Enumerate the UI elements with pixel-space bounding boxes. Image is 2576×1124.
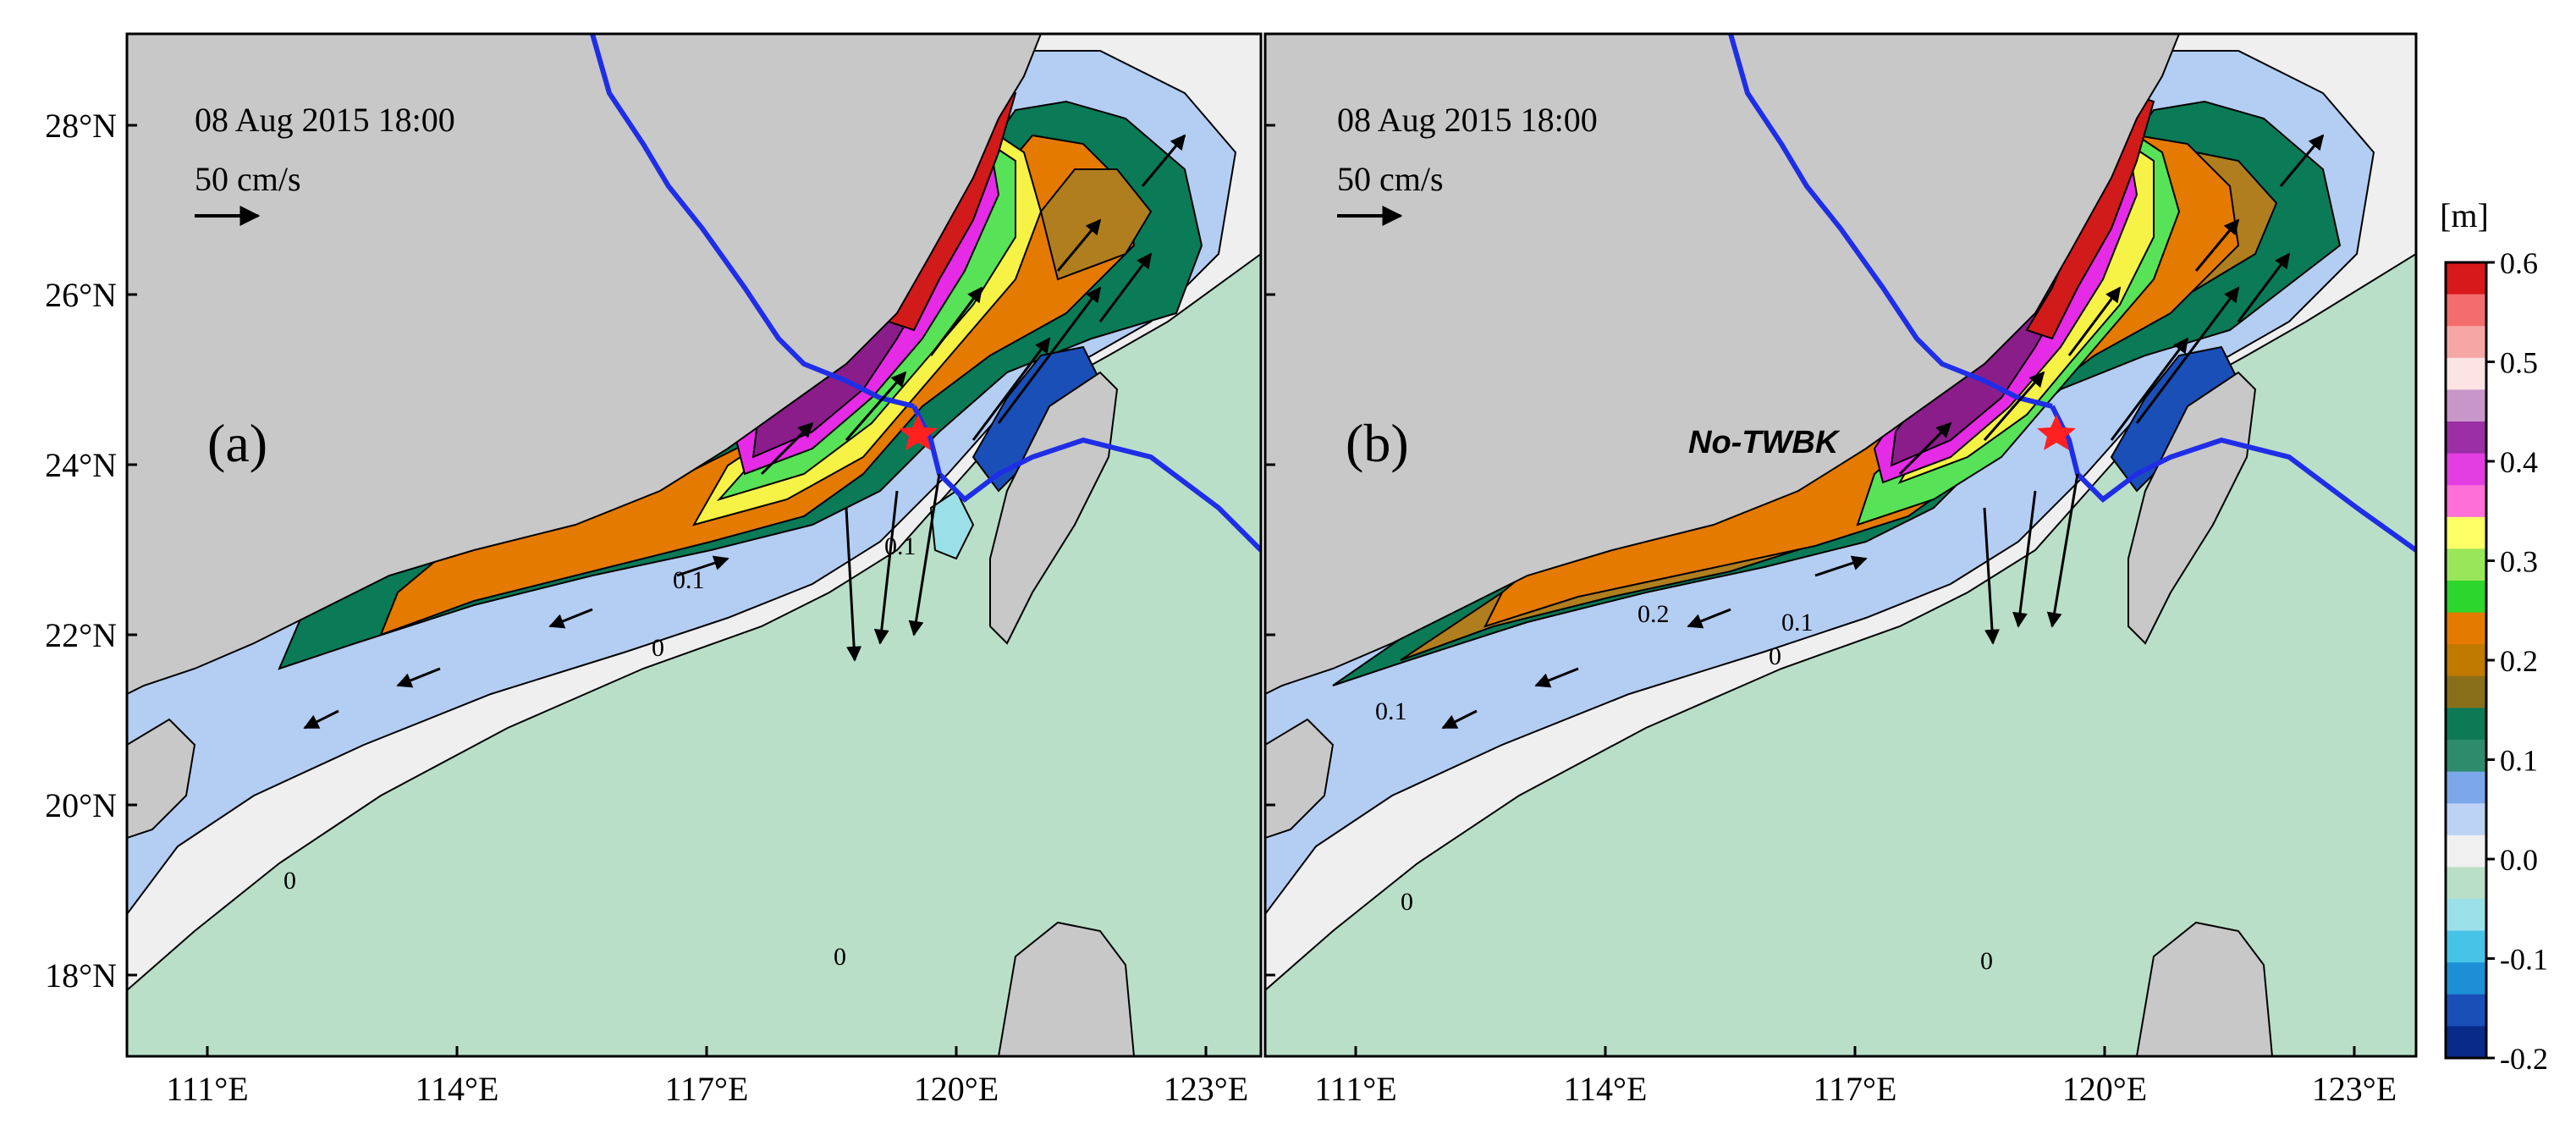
y-tick-label: 20°N bbox=[45, 786, 117, 824]
colorbar-segment bbox=[2446, 675, 2486, 708]
colorbar-segment bbox=[2446, 994, 2486, 1027]
luzon-land bbox=[2135, 921, 2274, 1056]
y-tick-label: 26°N bbox=[45, 276, 117, 314]
contour-label: 0 bbox=[1980, 947, 1993, 975]
colorbar-segment bbox=[2446, 548, 2486, 581]
contour-label: 0.1 bbox=[884, 532, 916, 560]
panel-a-scale-label: 50 cm/s bbox=[195, 160, 301, 198]
colorbar-tick-label: 0.0 bbox=[2500, 843, 2538, 877]
panel-a-label: (a) bbox=[207, 413, 267, 473]
x-tick-label: 111°E bbox=[1314, 1070, 1396, 1108]
colorbar-segment bbox=[2446, 930, 2486, 963]
colorbar-tick-label: 0.6 bbox=[2500, 246, 2538, 280]
station-star bbox=[899, 415, 938, 450]
station-star bbox=[2037, 415, 2076, 450]
x-tick-label: 123°E bbox=[2312, 1070, 2397, 1108]
colorbar-segment bbox=[2446, 357, 2486, 390]
colorbar-tick-label: 0.5 bbox=[2500, 346, 2538, 380]
colorbar-segment bbox=[2446, 516, 2486, 549]
colorbar-unit: [m] bbox=[2440, 196, 2489, 234]
x-axis bbox=[206, 1046, 2356, 1056]
y-tick-label: 28°N bbox=[45, 107, 117, 145]
river-line bbox=[1728, 34, 2053, 409]
y-tick-label: 18°N bbox=[45, 956, 117, 995]
colorbar-segment bbox=[2446, 453, 2486, 486]
velocity-vectors bbox=[1441, 134, 2325, 730]
colorbar-segment bbox=[2446, 803, 2486, 836]
colorbar-segment bbox=[2446, 962, 2486, 995]
contour-label: 0 bbox=[652, 634, 664, 662]
y-axis bbox=[127, 124, 1275, 977]
x-tick-label: 120°E bbox=[2062, 1070, 2147, 1108]
panel-a bbox=[127, 34, 1261, 1056]
contour-label: 0.1 bbox=[1375, 697, 1407, 725]
river-line bbox=[590, 34, 915, 409]
colorbar-segment bbox=[2446, 485, 2486, 518]
colorbar-tick-label: -0.1 bbox=[2500, 943, 2548, 977]
y-tick-label: 22°N bbox=[45, 616, 117, 654]
colorbar-segment bbox=[2446, 326, 2486, 359]
colorbar-segment bbox=[2446, 708, 2486, 741]
river-line-2 bbox=[2050, 405, 2416, 553]
hainan-land bbox=[127, 718, 196, 840]
contour-label: 0 bbox=[834, 943, 846, 971]
china-land bbox=[1265, 34, 2181, 696]
x-tick-label: 117°E bbox=[1814, 1070, 1897, 1108]
colorbar-tick-label: 0.4 bbox=[2500, 445, 2538, 479]
colorbar bbox=[2446, 262, 2486, 1059]
colorbar-tick-label: 0.2 bbox=[2500, 644, 2538, 678]
hainan-land bbox=[1265, 718, 1335, 840]
panel-a-timestamp: 08 Aug 2015 18:00 bbox=[195, 101, 455, 139]
x-tick-label: 114°E bbox=[1564, 1070, 1648, 1108]
panel-b-scale-label: 50 cm/s bbox=[1337, 160, 1444, 198]
colorbar-segment bbox=[2446, 294, 2486, 327]
colorbar-segment bbox=[2446, 262, 2486, 295]
x-tick-label: 111°E bbox=[166, 1070, 248, 1108]
contour-label: 0 bbox=[283, 867, 296, 895]
x-tick-label: 117°E bbox=[665, 1070, 749, 1108]
colorbar-segment bbox=[2446, 867, 2486, 900]
colorbar-segment bbox=[2446, 389, 2486, 422]
colorbar-segment bbox=[2446, 612, 2486, 645]
x-tick-label: 114°E bbox=[416, 1070, 499, 1108]
panel-b-frame bbox=[1263, 32, 2418, 1058]
velocity-vectors bbox=[303, 134, 1186, 730]
colorbar-segment bbox=[2446, 644, 2486, 677]
contour-label: 0.2 bbox=[1638, 600, 1670, 628]
contour-label: 0 bbox=[1769, 642, 1781, 670]
colorbar-segment bbox=[2446, 1026, 2486, 1059]
contour-label: 0 bbox=[1401, 888, 1413, 916]
china-land bbox=[127, 34, 1043, 696]
colorbar-segment bbox=[2446, 422, 2486, 455]
luzon-land bbox=[997, 921, 1136, 1056]
y-tick-label: 24°N bbox=[45, 446, 117, 484]
x-tick-label: 123°E bbox=[1164, 1070, 1248, 1108]
colorbar-tick-label: -0.2 bbox=[2500, 1042, 2548, 1076]
colorbar-segment bbox=[2446, 771, 2486, 804]
colorbar-segment bbox=[2446, 740, 2486, 773]
colorbar-ticks: 0.6 0.5 0.4 0.3 0.2 0.1 0.0 -0.1 -0.2 bbox=[2486, 246, 2548, 1076]
colorbar-segment bbox=[2446, 835, 2486, 868]
x-tick-label: 120°E bbox=[914, 1070, 999, 1108]
cyan-zone bbox=[929, 489, 975, 560]
panel-b-annotation: No-TWBK bbox=[1688, 425, 1841, 460]
panel-b-label: (b) bbox=[1346, 413, 1409, 473]
river-line-2 bbox=[911, 405, 1261, 553]
panel-a-frame bbox=[125, 32, 1263, 1058]
colorbar-tick-label: 0.1 bbox=[2500, 744, 2538, 778]
colorbar-tick-label: 0.3 bbox=[2500, 545, 2538, 579]
colorbar-segment bbox=[2446, 581, 2486, 614]
panel-b-timestamp: 08 Aug 2015 18:00 bbox=[1337, 101, 1598, 139]
contour-label: 0.1 bbox=[1781, 609, 1814, 636]
colorbar-segment bbox=[2446, 899, 2486, 932]
panel-b bbox=[1265, 34, 2416, 1056]
contour-label: 0.1 bbox=[673, 566, 705, 594]
